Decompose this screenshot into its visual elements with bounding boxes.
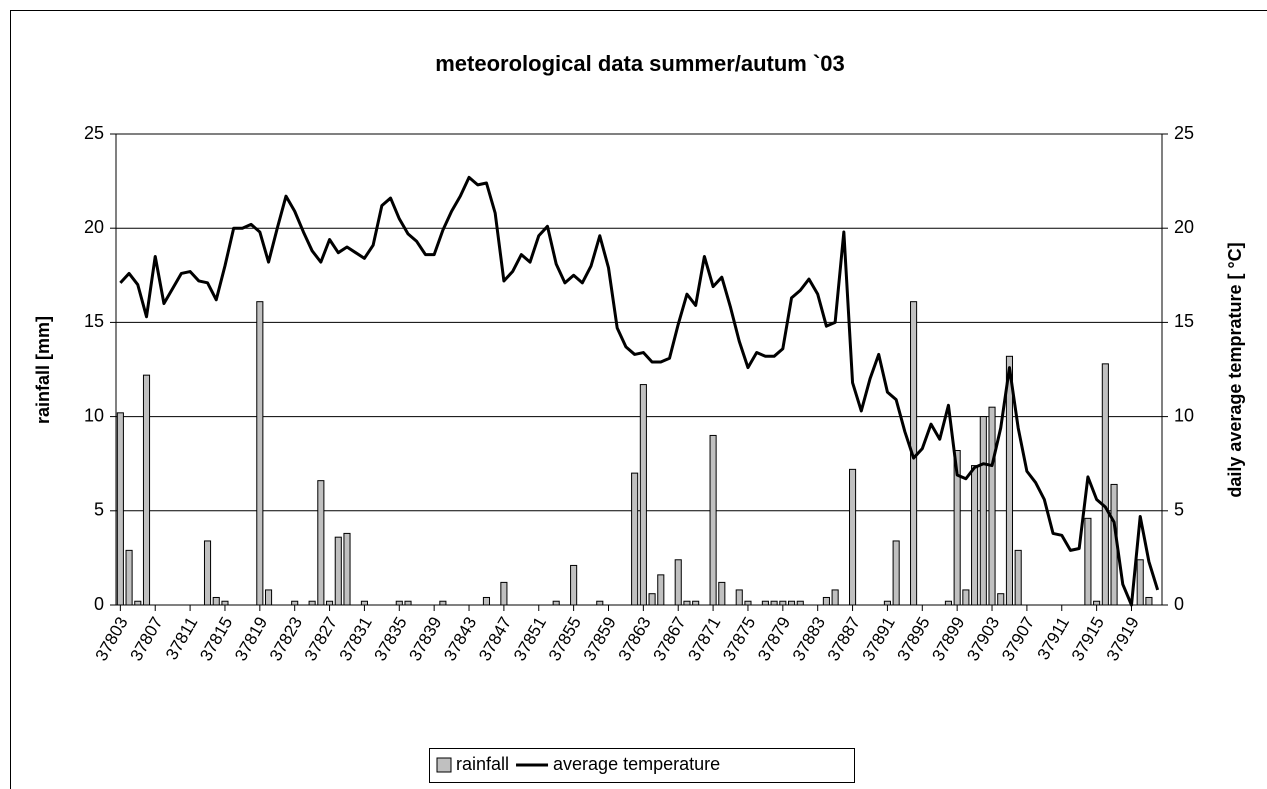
y-tick-label: 10 bbox=[84, 405, 104, 425]
bar bbox=[221, 600, 229, 606]
bar bbox=[482, 596, 491, 606]
line bbox=[119, 175, 1160, 607]
bar bbox=[787, 600, 796, 606]
bar bbox=[142, 374, 151, 606]
bar bbox=[334, 536, 342, 606]
bar bbox=[1084, 517, 1092, 606]
bar bbox=[988, 406, 996, 606]
bar bbox=[1014, 549, 1022, 606]
bar bbox=[212, 596, 220, 606]
bar bbox=[317, 480, 325, 606]
legend-box bbox=[429, 748, 855, 783]
bar bbox=[822, 596, 830, 606]
bar bbox=[500, 581, 508, 606]
y2-tick-label: 0 bbox=[1174, 594, 1184, 614]
y-axis-title: rainfall [mm] bbox=[33, 316, 53, 424]
bar bbox=[1101, 363, 1109, 606]
bar bbox=[997, 593, 1005, 606]
bar bbox=[596, 600, 604, 606]
bar bbox=[203, 540, 212, 606]
bar bbox=[395, 600, 403, 606]
bar bbox=[735, 589, 743, 606]
bar bbox=[1136, 559, 1144, 606]
bar bbox=[1005, 355, 1014, 606]
y2-tick-label: 5 bbox=[1174, 500, 1184, 520]
y-tick-label: 5 bbox=[94, 500, 104, 520]
bar bbox=[1145, 596, 1153, 606]
bar bbox=[439, 600, 447, 606]
bar bbox=[639, 384, 647, 606]
bar bbox=[648, 593, 656, 606]
y2-tick-label: 25 bbox=[1174, 123, 1194, 143]
bar bbox=[134, 600, 142, 606]
bar bbox=[291, 600, 299, 606]
bar bbox=[308, 600, 316, 606]
bar bbox=[683, 600, 691, 606]
bar bbox=[796, 600, 804, 606]
chart-frame bbox=[10, 10, 1267, 789]
bar bbox=[709, 434, 717, 606]
bar bbox=[883, 600, 891, 606]
bar bbox=[779, 600, 787, 606]
bar bbox=[962, 589, 970, 606]
bar bbox=[125, 549, 133, 606]
y-tick-label: 15 bbox=[84, 311, 104, 331]
bar bbox=[404, 600, 412, 606]
y2-tick-label: 15 bbox=[1174, 311, 1194, 331]
legend-label: rainfall bbox=[456, 754, 509, 774]
bar bbox=[770, 600, 778, 606]
y-tick-label: 25 bbox=[84, 123, 104, 143]
bar bbox=[944, 600, 952, 606]
bar bbox=[692, 600, 700, 606]
bar bbox=[674, 559, 682, 606]
bar bbox=[264, 589, 273, 606]
y2-tick-label: 20 bbox=[1174, 217, 1194, 237]
bar bbox=[570, 564, 578, 606]
bar bbox=[971, 465, 979, 606]
y2-tick-label: 10 bbox=[1174, 405, 1194, 425]
bar bbox=[116, 412, 124, 606]
y-tick-label: 0 bbox=[94, 594, 104, 614]
bar bbox=[892, 540, 900, 606]
bar bbox=[849, 468, 857, 606]
y-tick-label: 20 bbox=[84, 217, 104, 237]
bar bbox=[631, 472, 639, 606]
legend-swatch bbox=[436, 757, 452, 773]
bar bbox=[744, 600, 752, 606]
bar bbox=[718, 581, 726, 606]
bar bbox=[761, 600, 769, 606]
bar bbox=[256, 301, 264, 606]
bar bbox=[552, 600, 560, 606]
bar bbox=[326, 600, 334, 606]
bar bbox=[360, 600, 368, 606]
bar bbox=[979, 416, 987, 606]
y2-axis-title: daily average temprature [ °C] bbox=[1225, 242, 1245, 497]
bar bbox=[657, 574, 665, 606]
legend-label: average temperature bbox=[553, 754, 720, 774]
bar bbox=[831, 589, 839, 606]
bar bbox=[343, 532, 351, 606]
chart-title: meteorological data summer/autum `03 bbox=[435, 51, 845, 76]
bar bbox=[1093, 600, 1101, 606]
